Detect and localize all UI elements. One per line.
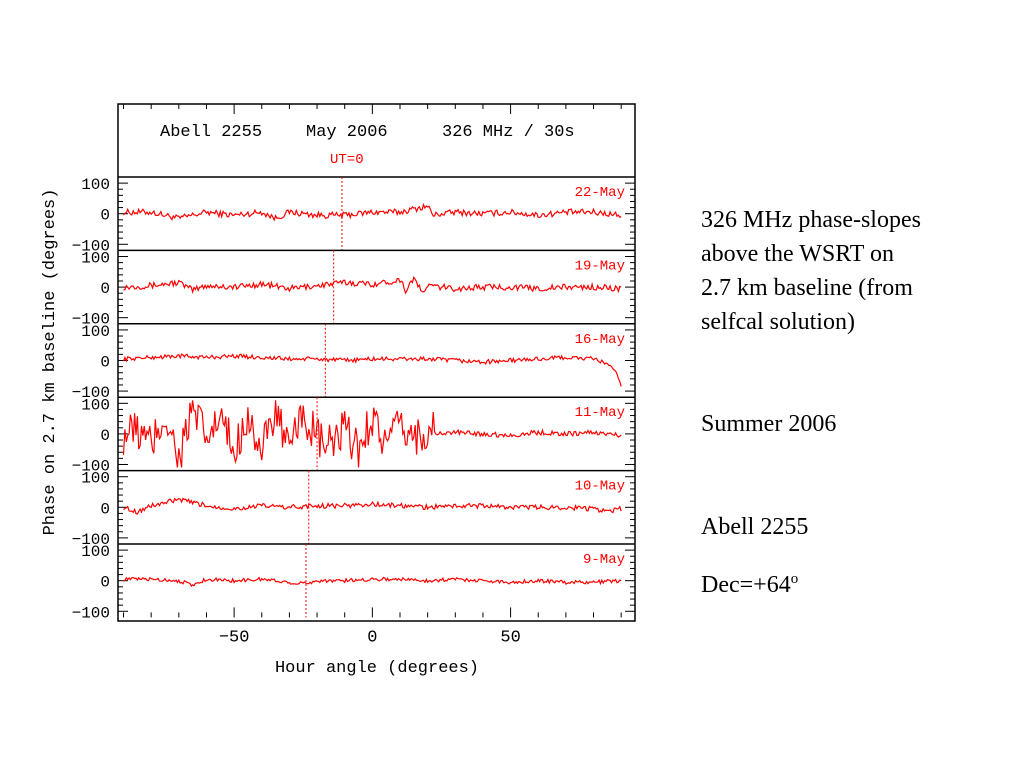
declination-value: Dec=+64	[701, 572, 791, 598]
y-tick-label: 0	[100, 574, 110, 592]
y-tick-label: 0	[100, 207, 110, 225]
panel-date-label: 19-May	[575, 258, 625, 274]
season-label: Summer 2006	[701, 411, 837, 437]
y-tick-label: 100	[81, 470, 110, 488]
y-tick-label: 100	[81, 543, 110, 561]
object-label: Abell 2255	[701, 514, 809, 540]
x-tick-label: −50	[219, 628, 250, 647]
phase-series-16-May	[122, 353, 622, 387]
panel-22-May: 100 0 −100 22-May	[72, 176, 635, 255]
panel-date-label: 11-May	[575, 405, 625, 421]
panel-10-May: 100 0 −100 10-May	[72, 470, 635, 549]
y-tick-label: 100	[81, 323, 110, 341]
header-date: May 2006	[306, 123, 388, 142]
panel-date-label: 22-May	[575, 185, 625, 201]
y-tick-label: 0	[100, 354, 110, 372]
y-tick-label: 0	[100, 500, 110, 518]
y-tick-label: 0	[100, 427, 110, 445]
degree-superscript: o	[790, 571, 799, 587]
panel-19-May: 100 0 −100 19-May	[72, 250, 635, 329]
phase-series-10-May	[123, 497, 622, 515]
y-tick-label: −100	[72, 457, 110, 475]
caption: 326 MHz phase-slopes above the WSRT on 2…	[701, 203, 1001, 339]
y-tick-label: −100	[72, 311, 110, 329]
y-tick-label: −100	[72, 237, 110, 255]
y-tick-label: 100	[81, 396, 110, 414]
y-tick-label: 100	[81, 176, 110, 194]
y-axis-label: Phase on 2.7 km baseline (degrees)	[41, 189, 60, 536]
plot-frame	[117, 103, 636, 622]
y-tick-label: −100	[72, 531, 110, 549]
panel-date-label: 16-May	[575, 332, 625, 348]
panel-9-May: 100 0 −100 9-May	[72, 543, 635, 622]
x-tick-label: 0	[367, 628, 377, 647]
caption-line: 326 MHz phase-slopes	[701, 207, 921, 233]
panel-date-label: 9-May	[583, 552, 625, 568]
y-tick-label: −100	[72, 384, 110, 402]
y-tick-label: −100	[72, 604, 110, 622]
phase-series-9-May	[123, 576, 622, 587]
panel-date-label: 10-May	[575, 479, 625, 495]
phase-series-11-May	[122, 400, 622, 468]
header-source: Abell 2255	[160, 123, 262, 142]
y-tick-label: 100	[81, 250, 110, 268]
y-tick-label: 0	[100, 280, 110, 298]
caption-line: 2.7 km baseline (from	[701, 275, 913, 301]
x-axis-label: Hour angle (degrees)	[275, 659, 479, 678]
panel-16-May: 100 0 −100 16-May	[72, 323, 635, 402]
panel-11-May: 100 0 −100 11-May	[72, 396, 635, 475]
caption-line: selfcal solution)	[701, 309, 855, 335]
header-setup: 326 MHz / 30s	[442, 123, 575, 142]
phase-series-19-May	[123, 275, 622, 295]
phase-series-22-May	[123, 202, 622, 222]
x-tick-label: 50	[500, 628, 520, 647]
ut-label: UT=0	[330, 152, 364, 168]
declination-label: Dec=+64o	[701, 562, 798, 602]
caption-line: above the WSRT on	[701, 241, 894, 267]
